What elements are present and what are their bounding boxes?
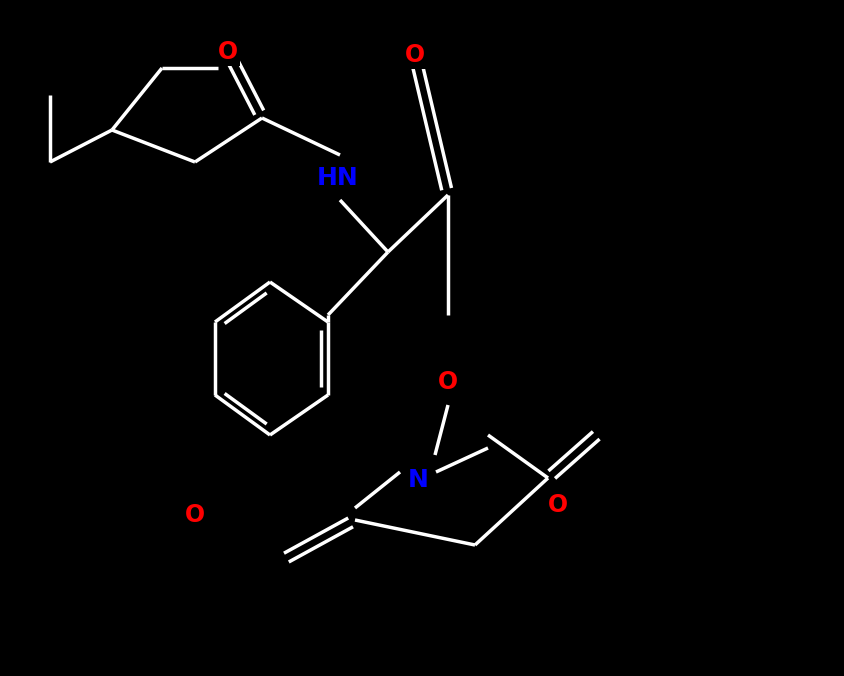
Text: O: O (437, 370, 457, 394)
Text: O: O (218, 40, 238, 64)
Text: N: N (407, 468, 428, 492)
Text: O: O (547, 493, 567, 517)
Text: O: O (404, 43, 425, 67)
Text: HN: HN (316, 166, 359, 190)
Text: O: O (185, 503, 205, 527)
